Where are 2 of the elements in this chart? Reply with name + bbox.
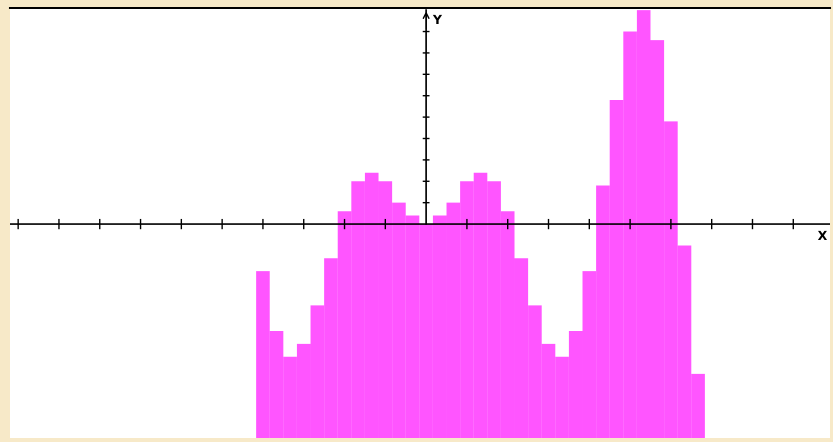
- text: X: [818, 230, 828, 240]
- y-axis-title: Y: [432, 14, 442, 24]
